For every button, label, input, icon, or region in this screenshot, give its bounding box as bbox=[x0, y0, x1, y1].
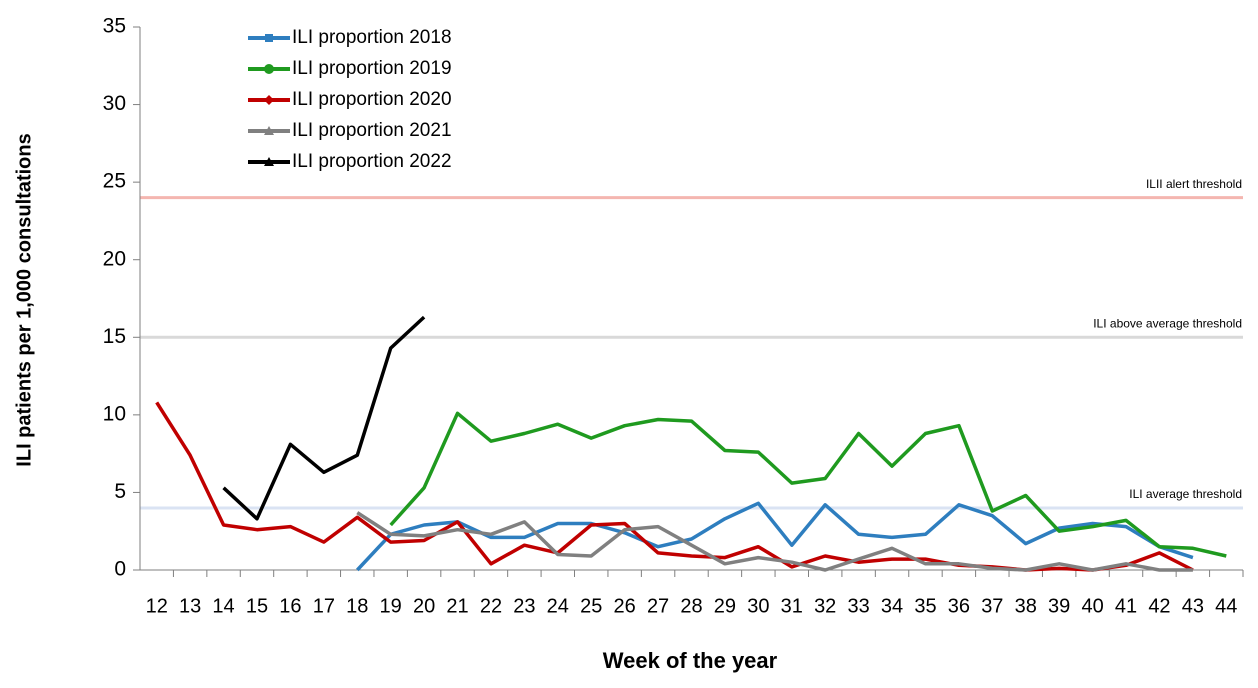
y-tick-label: 10 bbox=[103, 402, 126, 425]
x-tick-label: 31 bbox=[781, 595, 803, 617]
x-tick-label: 43 bbox=[1182, 595, 1204, 617]
y-tick-label: 20 bbox=[103, 247, 126, 270]
threshold-label: ILI above average threshold bbox=[1093, 316, 1242, 330]
y-tick-label: 0 bbox=[114, 558, 126, 581]
x-tick-label: 39 bbox=[1048, 595, 1070, 617]
x-tick-label: 17 bbox=[313, 595, 335, 617]
legend-label: ILI proportion 2020 bbox=[292, 89, 452, 110]
legend-label: ILI proportion 2021 bbox=[292, 120, 452, 141]
x-axis-title: Week of the year bbox=[603, 648, 778, 673]
x-tick-label: 40 bbox=[1081, 595, 1103, 617]
legend-marker bbox=[264, 64, 274, 74]
legend-label: ILI proportion 2022 bbox=[292, 151, 452, 172]
x-tick-label: 19 bbox=[380, 595, 402, 617]
series-line bbox=[155, 401, 1194, 572]
threshold-label: ILI average threshold bbox=[1129, 487, 1242, 501]
x-tick-label: 15 bbox=[246, 595, 268, 617]
legend-marker bbox=[265, 34, 273, 42]
legend-label: ILI proportion 2019 bbox=[292, 58, 452, 79]
x-tick-label: 13 bbox=[179, 595, 201, 617]
x-tick-label: 32 bbox=[814, 595, 836, 617]
x-tick-label: 37 bbox=[981, 595, 1003, 617]
legend-marker bbox=[264, 126, 274, 135]
series-line bbox=[356, 511, 1193, 572]
x-tick-label: 42 bbox=[1148, 595, 1170, 617]
x-tick-label: 16 bbox=[279, 595, 301, 617]
x-tick-label: 23 bbox=[513, 595, 535, 617]
x-tick-label: 26 bbox=[614, 595, 636, 617]
x-tick-label: 36 bbox=[948, 595, 970, 617]
x-tick-label: 25 bbox=[580, 595, 602, 617]
x-tick-label: 44 bbox=[1215, 595, 1237, 617]
x-tick-label: 21 bbox=[446, 595, 468, 617]
legend-label: ILI proportion 2018 bbox=[292, 27, 452, 48]
threshold-label: ILII alert threshold bbox=[1146, 177, 1242, 191]
y-tick-label: 35 bbox=[103, 15, 126, 38]
series-line bbox=[389, 411, 1227, 558]
series-line bbox=[222, 315, 426, 521]
legend-marker bbox=[264, 157, 274, 166]
legend-marker bbox=[264, 95, 274, 105]
series-line bbox=[356, 501, 1194, 572]
y-tick-label: 25 bbox=[103, 170, 126, 193]
x-tick-label: 14 bbox=[212, 595, 234, 617]
y-tick-label: 5 bbox=[114, 480, 126, 503]
y-axis-title: ILI patients per 1,000 consultations bbox=[13, 133, 35, 466]
x-tick-label: 41 bbox=[1115, 595, 1137, 617]
x-tick-label: 22 bbox=[480, 595, 502, 617]
y-tick-label: 15 bbox=[103, 325, 126, 348]
x-tick-label: 34 bbox=[881, 595, 903, 617]
y-tick-label: 30 bbox=[103, 92, 126, 115]
x-tick-label: 29 bbox=[714, 595, 736, 617]
x-tick-label: 18 bbox=[346, 595, 368, 617]
x-tick-label: 24 bbox=[547, 595, 569, 617]
x-tick-label: 30 bbox=[747, 595, 769, 617]
x-tick-label: 28 bbox=[680, 595, 702, 617]
x-tick-label: 33 bbox=[847, 595, 869, 617]
x-tick-label: 12 bbox=[146, 595, 168, 617]
x-tick-label: 38 bbox=[1015, 595, 1037, 617]
x-tick-label: 35 bbox=[914, 595, 936, 617]
x-tick-label: 27 bbox=[647, 595, 669, 617]
x-tick-label: 20 bbox=[413, 595, 435, 617]
